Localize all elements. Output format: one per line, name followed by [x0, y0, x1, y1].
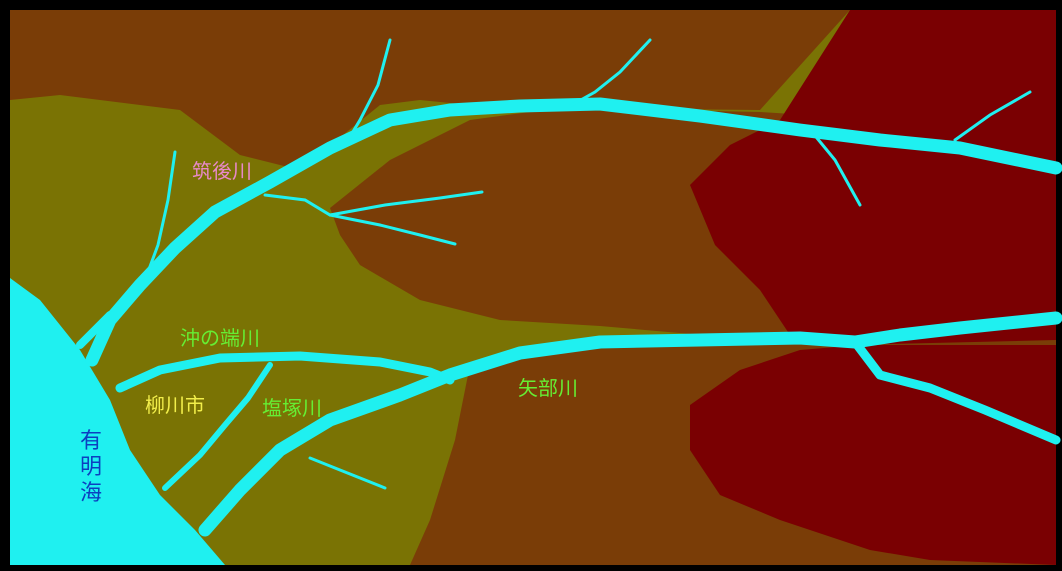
chikugo-tributary-3: [953, 90, 1032, 142]
label-chikugo-river: 筑後川: [192, 159, 252, 183]
label-ariake-sea-char-2: 明: [80, 455, 102, 480]
label-ariake-sea-char-3: 海: [80, 481, 102, 506]
mountains-northeast: [690, 10, 1056, 345]
label-yanagawa-city: 柳川市: [145, 393, 205, 417]
label-ariake-sea-char-1: 有: [80, 429, 102, 454]
chikugo-tributary-1: [343, 38, 392, 147]
ariake-sea: [10, 278, 225, 565]
chikugo-river-channel: [76, 311, 114, 349]
label-ariake-sea: 有 明 海: [80, 429, 102, 506]
chikugo-tributary-2: [568, 38, 652, 108]
chikugo-tributary-4: [810, 130, 862, 207]
shiozuka-river: [162, 362, 273, 491]
okinohata-river: [115, 351, 455, 393]
label-yabe-river: 矢部川: [518, 376, 578, 400]
label-shiozuka-river: 塩塚川: [262, 396, 322, 420]
chikugo-river: [85, 97, 1062, 367]
yabe-river-south-branch: [850, 337, 1061, 445]
central-tributary-branch: [328, 213, 457, 246]
yabe-tributary: [308, 456, 387, 490]
central-tributary: [263, 190, 484, 217]
label-okinohata-river: 沖の端川: [180, 326, 260, 350]
yabe-river: [198, 311, 1062, 537]
chikugo-tributary-west: [143, 150, 177, 282]
